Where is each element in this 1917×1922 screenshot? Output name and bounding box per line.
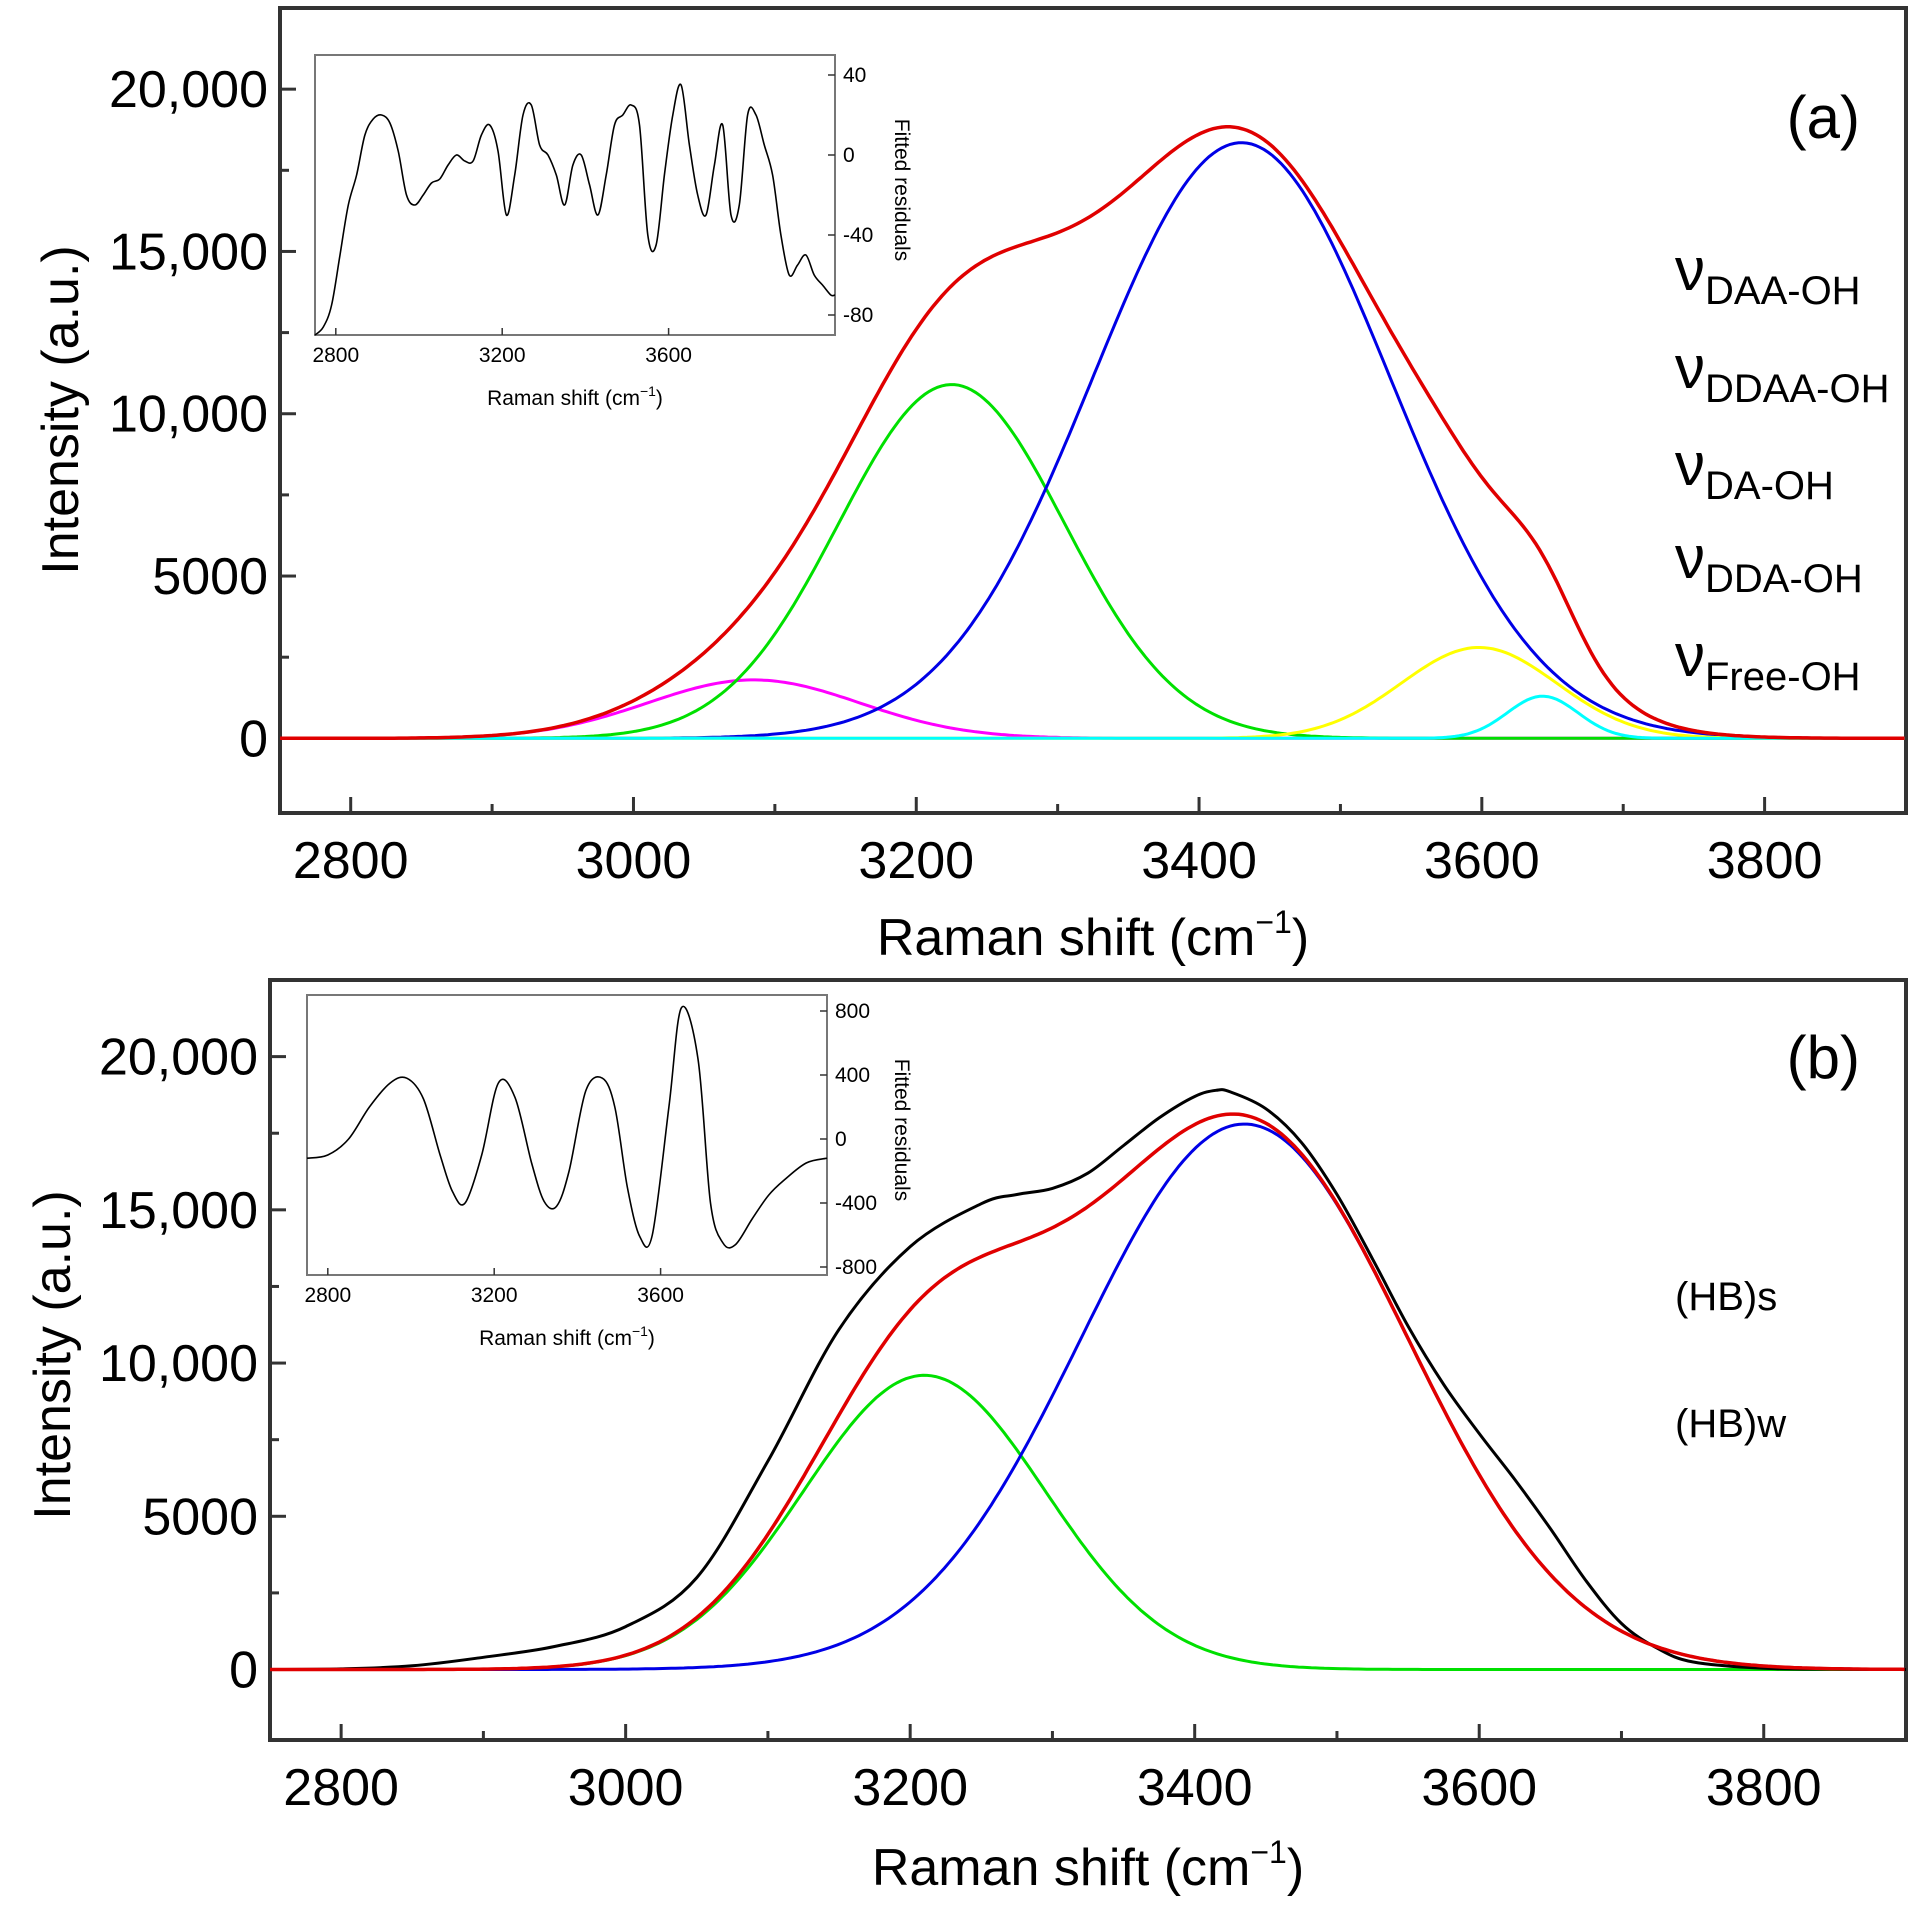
legend-item-hb-s: (HB)s	[1675, 1275, 1777, 1319]
panel-b-inset-y-ticks: 800 400 0 -400 -800	[820, 1000, 877, 1279]
cumulative-fit-curve	[270, 1112, 1905, 1672]
panel-b-inset-x-ticks: 2800 3200 3600	[304, 1268, 684, 1307]
inset-y-tick-label: -40	[843, 224, 873, 247]
inset-y-tick-label: 0	[843, 144, 855, 167]
panel-b-inset-x-axis-title: Raman shift (cm−1)	[479, 1323, 655, 1350]
component-curve-hb-s	[270, 1373, 1905, 1671]
panel-a-legend: νDAA-OH νDDAA-OH νDA-OH νDDA-OH νFree-OH	[1675, 236, 1889, 699]
panel-b-inset-curve	[306, 1005, 828, 1249]
panel-a-inset-x-axis-title: Raman shift (cm−1)	[487, 383, 663, 410]
panel-a-label: (a)	[1787, 84, 1860, 151]
y-tick-label: 0	[239, 710, 268, 768]
legend-item-daa-oh: νDAA-OH	[1675, 236, 1861, 313]
component-curve-daa-oh	[280, 678, 1905, 740]
legend-item-hb-w: (HB)w	[1675, 1402, 1786, 1446]
x-tick-label: 3000	[576, 832, 692, 890]
panel-a: 2800 3000 3200 3400 3600 3800 0 5000 10,000 15,0…	[32, 6, 1908, 967]
inset-y-tick-label: 0	[835, 1128, 847, 1151]
y-tick-label: 15,000	[109, 223, 268, 281]
inset-y-tick-label: 800	[835, 1000, 870, 1023]
y-tick-label: 0	[229, 1642, 258, 1700]
x-tick-label: 3200	[852, 1759, 968, 1817]
inset-x-tick-label: 3200	[479, 344, 526, 367]
x-tick-label: 3400	[1137, 1759, 1253, 1817]
residuals-curve	[314, 83, 836, 336]
x-tick-label: 2800	[293, 832, 409, 890]
y-tick-label: 10,000	[99, 1335, 258, 1393]
panel-a-x-axis-title: Raman shift (cm−1)	[877, 904, 1309, 967]
panel-b-x-axis-title: Raman shift (cm−1)	[872, 1834, 1304, 1897]
y-tick-label: 5000	[152, 548, 268, 606]
panel-b-inset: 2800 3200 3600 800 400 0 -400 -800 Raman shift…	[304, 994, 913, 1350]
legend-item-da-oh: νDA-OH	[1675, 431, 1834, 508]
panel-a-frame	[278, 6, 1908, 815]
panel-b-inset-y-axis-title: Fitted residuals	[890, 1059, 913, 1201]
x-tick-label: 3600	[1421, 1759, 1537, 1817]
y-tick-label: 20,000	[109, 61, 268, 119]
x-tick-label: 3800	[1707, 832, 1823, 890]
x-tick-label: 2800	[283, 1759, 399, 1817]
inset-x-tick-label: 3600	[637, 1284, 684, 1307]
inset-x-tick-label: 2800	[304, 1284, 351, 1307]
panel-a-curves	[280, 125, 1905, 741]
legend-item-dda-oh: νDDA-OH	[1675, 524, 1863, 601]
panel-a-inset-x-ticks: 2800 3200 3600	[312, 328, 692, 367]
panel-b: 2800 3000 3200 3400 3600 3800 0 5000 10,000 15,0…	[24, 978, 1908, 1897]
panel-b-y-ticks: 0 5000 10,000 15,000 20,000	[99, 1029, 286, 1700]
y-tick-label: 20,000	[99, 1029, 258, 1087]
y-tick-label: 5000	[142, 1488, 258, 1546]
y-tick-label: 10,000	[109, 386, 268, 444]
inset-x-tick-label: 3200	[471, 1284, 518, 1307]
legend-item-free-oh: νFree-OH	[1675, 622, 1861, 699]
panel-b-x-ticks: 2800 3000 3200 3400 3600 3800	[283, 1724, 1908, 1817]
component-curve-free-oh	[280, 694, 1905, 740]
panel-b-legend: (HB)s (HB)w	[1675, 1275, 1786, 1446]
legend-item-ddaa-oh: νDDAA-OH	[1675, 334, 1889, 411]
inset-y-tick-label: 400	[835, 1064, 870, 1087]
component-curve-ddaa-oh	[280, 383, 1905, 740]
panel-a-y-ticks: 0 5000 10,000 15,000 20,000	[109, 61, 296, 768]
inset-x-tick-label: 3600	[645, 344, 692, 367]
panel-b-curves	[269, 1088, 1907, 1672]
panel-a-inset-y-axis-title: Fitted residuals	[890, 119, 913, 261]
panel-a-inset-curve	[314, 83, 836, 336]
x-tick-label: 3000	[568, 1759, 684, 1817]
panel-a-x-ticks: 2800 3000 3200 3400 3600 3800	[293, 797, 1908, 890]
panel-b-frame	[268, 978, 1908, 1742]
inset-y-tick-label: -800	[835, 1256, 877, 1279]
residuals-curve	[306, 1005, 828, 1249]
inset-y-tick-label: -400	[835, 1192, 877, 1215]
inset-y-tick-label: -80	[843, 304, 873, 327]
panel-a-inset-y-ticks: 40 0 -40 -80	[828, 64, 873, 327]
y-tick-label: 15,000	[99, 1182, 258, 1240]
component-curve-dda-oh	[280, 646, 1905, 740]
x-tick-label: 3600	[1424, 832, 1540, 890]
x-tick-label: 3800	[1706, 1759, 1822, 1817]
cumulative-fit-curve	[280, 125, 1905, 741]
inset-x-tick-label: 2800	[312, 344, 359, 367]
x-tick-label: 3200	[858, 832, 974, 890]
panel-b-inset-frame	[306, 994, 828, 1276]
panel-a-y-axis-title: Intensity (a.u.)	[32, 245, 90, 574]
panel-b-label: (b)	[1787, 1024, 1860, 1091]
measured-spectrum-curve	[269, 1088, 1907, 1671]
panel-a-inset: 2800 3200 3600 40 0 -40 -80 Raman shift (cm−1…	[312, 54, 913, 410]
panel-b-y-axis-title: Intensity (a.u.)	[24, 1190, 82, 1519]
inset-y-tick-label: 40	[843, 64, 866, 87]
x-tick-label: 3400	[1141, 832, 1257, 890]
panel-a-inset-frame	[314, 54, 836, 336]
